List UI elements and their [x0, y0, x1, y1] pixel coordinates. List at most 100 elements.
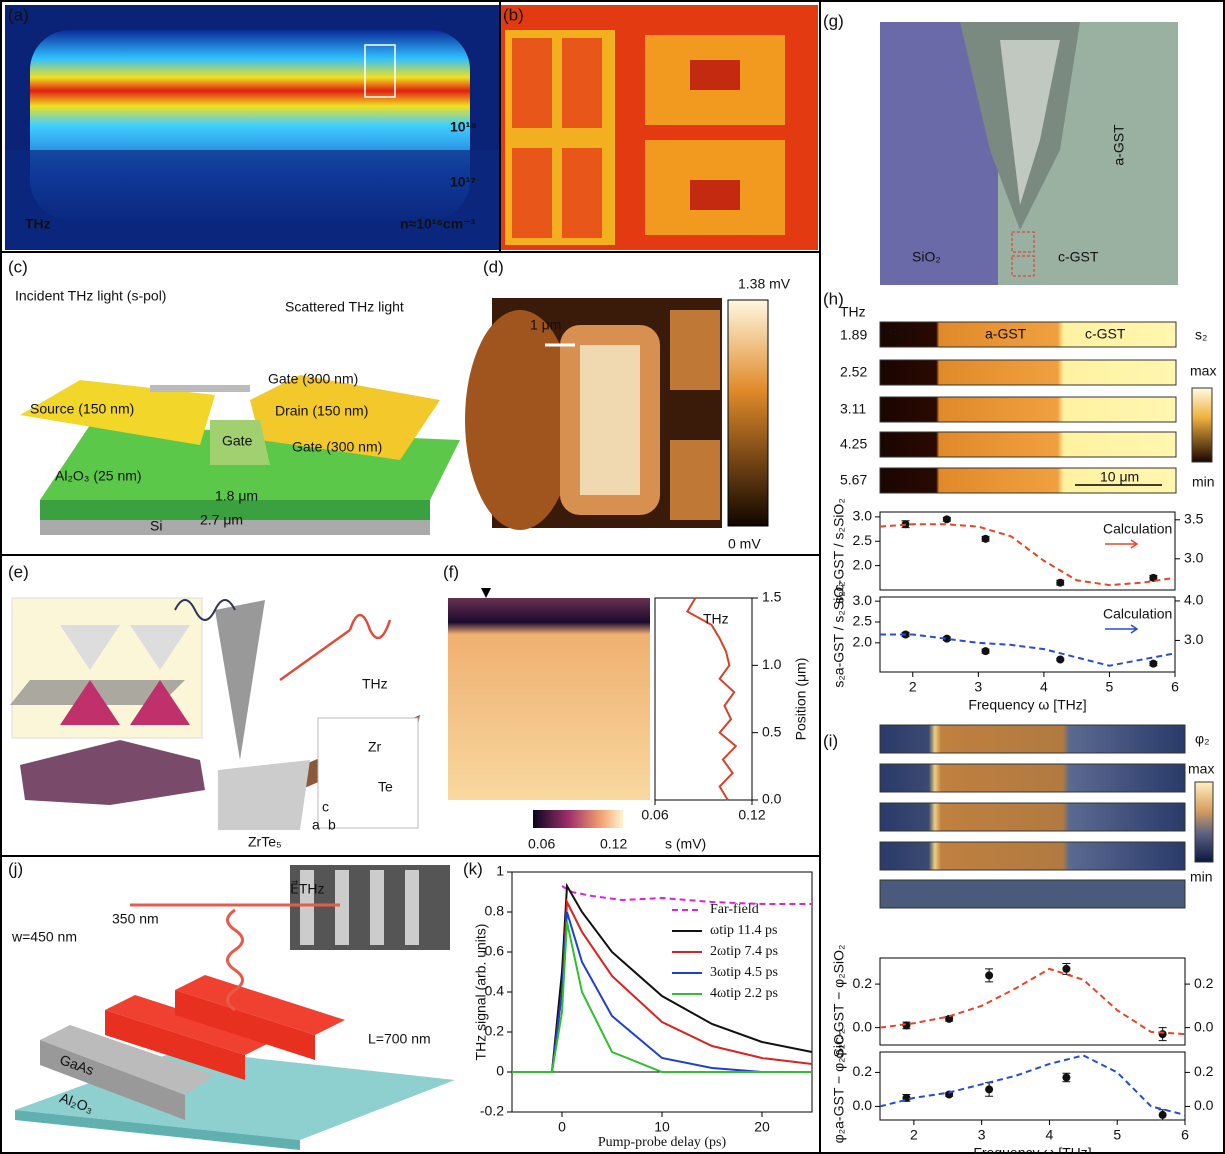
plot-frame: [655, 598, 752, 800]
annotation: s (mV): [665, 836, 706, 852]
annotation: 1.38 mV: [738, 276, 791, 292]
annotation: Zr: [368, 739, 382, 755]
x-axis-label: Frequency ω [THz]: [968, 697, 1086, 713]
annotation: max: [1188, 761, 1214, 777]
panel-label: (i): [823, 731, 838, 750]
y2-tick-label: 0.0: [1194, 1018, 1214, 1034]
data-point: [943, 515, 951, 523]
y-tick-label: -0.2: [480, 1103, 504, 1119]
annotation: Gate (300 nm): [268, 371, 358, 387]
legend-label: 3ωtip 4.5 ps: [710, 965, 778, 980]
annotation: Incident THz light (s-pol): [15, 288, 166, 304]
x-tick-label: 0: [558, 1119, 566, 1135]
frequency-label: 4.25: [840, 436, 867, 452]
frequency-label: 5.67: [840, 472, 867, 488]
y2-tick-label: 3.0: [1184, 631, 1204, 647]
annotation: Si: [150, 518, 162, 534]
legend-arrow: [1105, 540, 1137, 548]
annotation: 0 mV: [728, 536, 761, 552]
data-point: [1159, 1111, 1167, 1119]
y-tick-label: 2.5: [853, 613, 873, 629]
annotation: SiO₂: [888, 326, 917, 342]
data-point: [1062, 965, 1070, 973]
panel-label: (e): [8, 562, 29, 581]
series-line: [880, 1055, 1185, 1115]
annotation: a: [312, 817, 320, 833]
frequency-label: 3.11: [840, 401, 866, 417]
annotation: min: [1192, 474, 1215, 490]
panel-label: (k): [463, 859, 483, 878]
annotation: 10¹⁷: [450, 174, 476, 190]
y-tick-label: 0.0: [762, 791, 782, 807]
annotation: 1.8 μm: [215, 488, 258, 504]
y-tick-label: 0.0: [853, 1097, 873, 1113]
x-tick-label: 2: [910, 1127, 918, 1143]
data-point: [1062, 1074, 1070, 1082]
data-point: [1149, 660, 1157, 668]
data-point: [982, 535, 990, 543]
panel-label: (g): [823, 11, 844, 30]
y-tick-label: 1.5: [762, 589, 782, 605]
y-tick-label: 0.8: [485, 903, 505, 919]
y-tick-label: 2.0: [853, 556, 873, 572]
annotation: c-GST: [1085, 326, 1126, 342]
x-tick-label: 4: [1046, 1127, 1054, 1143]
annotation: 1 μm: [530, 317, 561, 333]
annotation: ZrTe₅: [248, 834, 282, 850]
plot-frame: [880, 958, 1185, 1045]
annotation: 2.7 μm: [200, 512, 243, 528]
annotation: n≈10¹⁶cm⁻³: [400, 216, 476, 232]
y-axis-label: THz signal (arb. units): [473, 924, 489, 1061]
legend-label: Calculation: [1103, 521, 1172, 537]
images: [1, 1, 1224, 1154]
x-tick-label: 4: [1040, 679, 1048, 695]
y2-tick-label: 3.5: [1184, 511, 1204, 527]
annotation: L=700 nm: [368, 1031, 431, 1047]
data-point: [982, 647, 990, 655]
annotation: THz: [362, 676, 388, 692]
annotation: Drain (150 nm): [275, 403, 368, 419]
annotation: c-GST: [1058, 249, 1099, 265]
annotation: Gate: [222, 433, 253, 449]
y-tick-label: 0.5: [762, 723, 782, 739]
x-tick-label: 3: [978, 1127, 986, 1143]
y2-tick-label: 0.2: [1194, 975, 1214, 991]
y-axis-label: Position (μm): [793, 658, 809, 741]
legend-label: THz: [703, 611, 729, 627]
data-point: [985, 1085, 993, 1093]
annotation: φ₂: [1195, 731, 1210, 747]
legend-label: Far-field: [710, 902, 759, 917]
annotation: Source (150 nm): [30, 401, 134, 417]
x-tick-label: 5: [1113, 1127, 1121, 1143]
y-tick-label: 0: [496, 1063, 504, 1079]
x-tick-label: 2: [909, 679, 917, 695]
x-tick-label: 6: [1171, 679, 1179, 695]
annotation: b: [328, 817, 336, 833]
x-axis-label: Pump-probe delay (ps): [598, 1135, 727, 1150]
x-tick-label: 0.06: [641, 807, 668, 823]
y-tick-label: 3.0: [853, 508, 873, 524]
annotation: min: [1190, 869, 1213, 885]
annotation: 0.12: [600, 836, 627, 852]
y-axis-label: φ₂a-GST − φ₂SiO₂: [831, 1029, 847, 1144]
y-tick-label: 2.0: [853, 634, 873, 650]
annotation: E⃗THz: [290, 880, 325, 897]
x-tick-label: 0.12: [738, 807, 765, 823]
y-tick-label: 1: [496, 863, 504, 879]
y2-tick-label: 0.2: [1194, 1063, 1214, 1079]
y-axis-label: s₂a-GST / s₂SiO₂: [831, 581, 847, 687]
plot-frame: [880, 1052, 1185, 1120]
series-line: [562, 886, 812, 904]
y-tick-label: 3.0: [853, 592, 873, 608]
y-tick-label: 1.0: [762, 656, 782, 672]
frequency-label: 1.89: [840, 327, 867, 343]
legend-label: ωtip 11.4 ps: [710, 923, 777, 938]
annotation: w=450 nm: [11, 929, 77, 945]
data-point: [1056, 579, 1064, 587]
annotation: 350 nm: [112, 911, 159, 927]
legend-label: 4ωtip 2.2 ps: [710, 986, 778, 1001]
panel-label: (j): [8, 859, 23, 878]
annotation: a-GST: [1111, 124, 1127, 166]
annotation: max: [1190, 363, 1216, 379]
legend-arrow: [1105, 625, 1137, 633]
